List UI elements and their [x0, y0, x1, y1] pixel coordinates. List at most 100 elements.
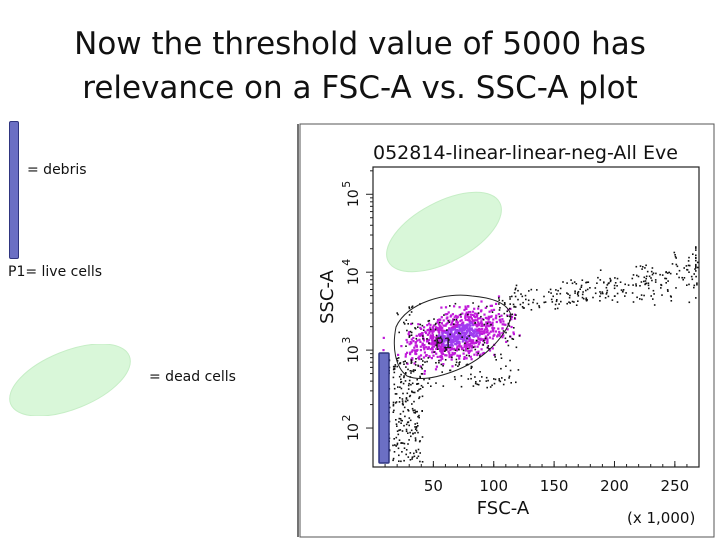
p1-event [469, 328, 472, 331]
p1-event [485, 321, 488, 324]
event-dot [458, 348, 460, 351]
p1-event [442, 349, 445, 352]
event-dot [494, 353, 496, 356]
event-dot [453, 319, 456, 321]
p1-event [425, 331, 428, 335]
event-dot [397, 447, 400, 450]
p1-event [449, 334, 452, 337]
event-dot [399, 429, 402, 431]
p1-event [413, 346, 416, 349]
p1-event [488, 321, 491, 324]
event-dot [501, 299, 504, 302]
event-dot [408, 336, 411, 338]
event-dot [401, 400, 404, 402]
event-dot [396, 430, 399, 432]
event-dot [498, 297, 500, 299]
event-dot [411, 370, 413, 372]
p1-event [480, 338, 483, 341]
event-dot [643, 280, 645, 283]
event-dot [616, 301, 619, 303]
event-dot [532, 301, 534, 304]
p1-event [471, 329, 474, 332]
p1-event [429, 348, 432, 351]
p1-event [498, 318, 502, 321]
p1-event [461, 332, 464, 335]
event-dot [681, 276, 683, 279]
event-dot [404, 380, 407, 382]
event-dot [609, 280, 612, 283]
event-dot [414, 423, 416, 425]
p1-event [465, 346, 468, 349]
p1-event [474, 319, 477, 322]
event-dot [407, 384, 410, 387]
p1-event [435, 347, 438, 350]
event-dot [403, 376, 405, 379]
p1-event [490, 304, 493, 307]
p1-event [464, 324, 467, 327]
event-dot [419, 460, 421, 463]
p1-event [429, 337, 432, 340]
event-dot [392, 459, 394, 462]
event-dot [503, 302, 506, 304]
p1-gate-outline [393, 294, 512, 379]
event-dot [403, 424, 405, 427]
event-dot [498, 303, 500, 305]
p1-event [501, 327, 504, 330]
p1-event [483, 338, 486, 341]
event-dot [559, 287, 562, 290]
event-dot [653, 293, 655, 295]
y-tick-base: 10 [346, 423, 362, 441]
event-dot [444, 359, 447, 361]
p1-event [455, 329, 458, 332]
event-dot [402, 361, 405, 363]
p1-event [461, 340, 464, 343]
p1-event [467, 311, 470, 314]
event-dot [664, 277, 666, 280]
event-dot [668, 271, 670, 274]
p1-event [455, 324, 458, 327]
event-dot [652, 298, 654, 300]
event-dot [392, 404, 395, 407]
event-dot [480, 315, 482, 318]
event-dot [566, 282, 568, 284]
event-dot [397, 313, 399, 316]
p1-event [448, 319, 451, 322]
event-dot [433, 351, 435, 353]
event-dot [654, 279, 657, 281]
p1-event [451, 328, 454, 331]
event-dot [412, 433, 414, 435]
p1-event [429, 326, 432, 329]
event-dot [499, 380, 502, 383]
dead-cells-region [386, 191, 502, 273]
event-dot [676, 265, 679, 268]
event-dot [448, 321, 451, 323]
event-dot [393, 438, 395, 440]
event-dot [594, 287, 597, 289]
event-dot [556, 299, 558, 301]
event-dot [416, 410, 418, 413]
p1-event [464, 315, 467, 318]
event-dot [446, 329, 448, 331]
event-dot [395, 393, 398, 395]
event-dot [530, 288, 533, 291]
p1-event [466, 319, 470, 322]
event-dot [594, 292, 597, 295]
event-dot [434, 339, 436, 342]
p1-event [470, 344, 473, 348]
y-tick-label: 105 [340, 181, 362, 207]
event-dot [475, 339, 478, 342]
event-dot [477, 312, 480, 314]
p1-event [460, 347, 464, 350]
event-dot [635, 265, 638, 268]
event-dot [521, 306, 524, 308]
event-dot [646, 270, 649, 273]
event-dot [600, 292, 602, 295]
y-tick-base: 10 [346, 267, 362, 285]
p1-event [460, 329, 463, 332]
event-dot [580, 284, 583, 287]
event-dot [416, 383, 418, 385]
p1-event [450, 330, 453, 333]
event-dot [418, 388, 420, 391]
y-tick-label: 103 [340, 337, 362, 363]
event-dot [627, 284, 630, 286]
